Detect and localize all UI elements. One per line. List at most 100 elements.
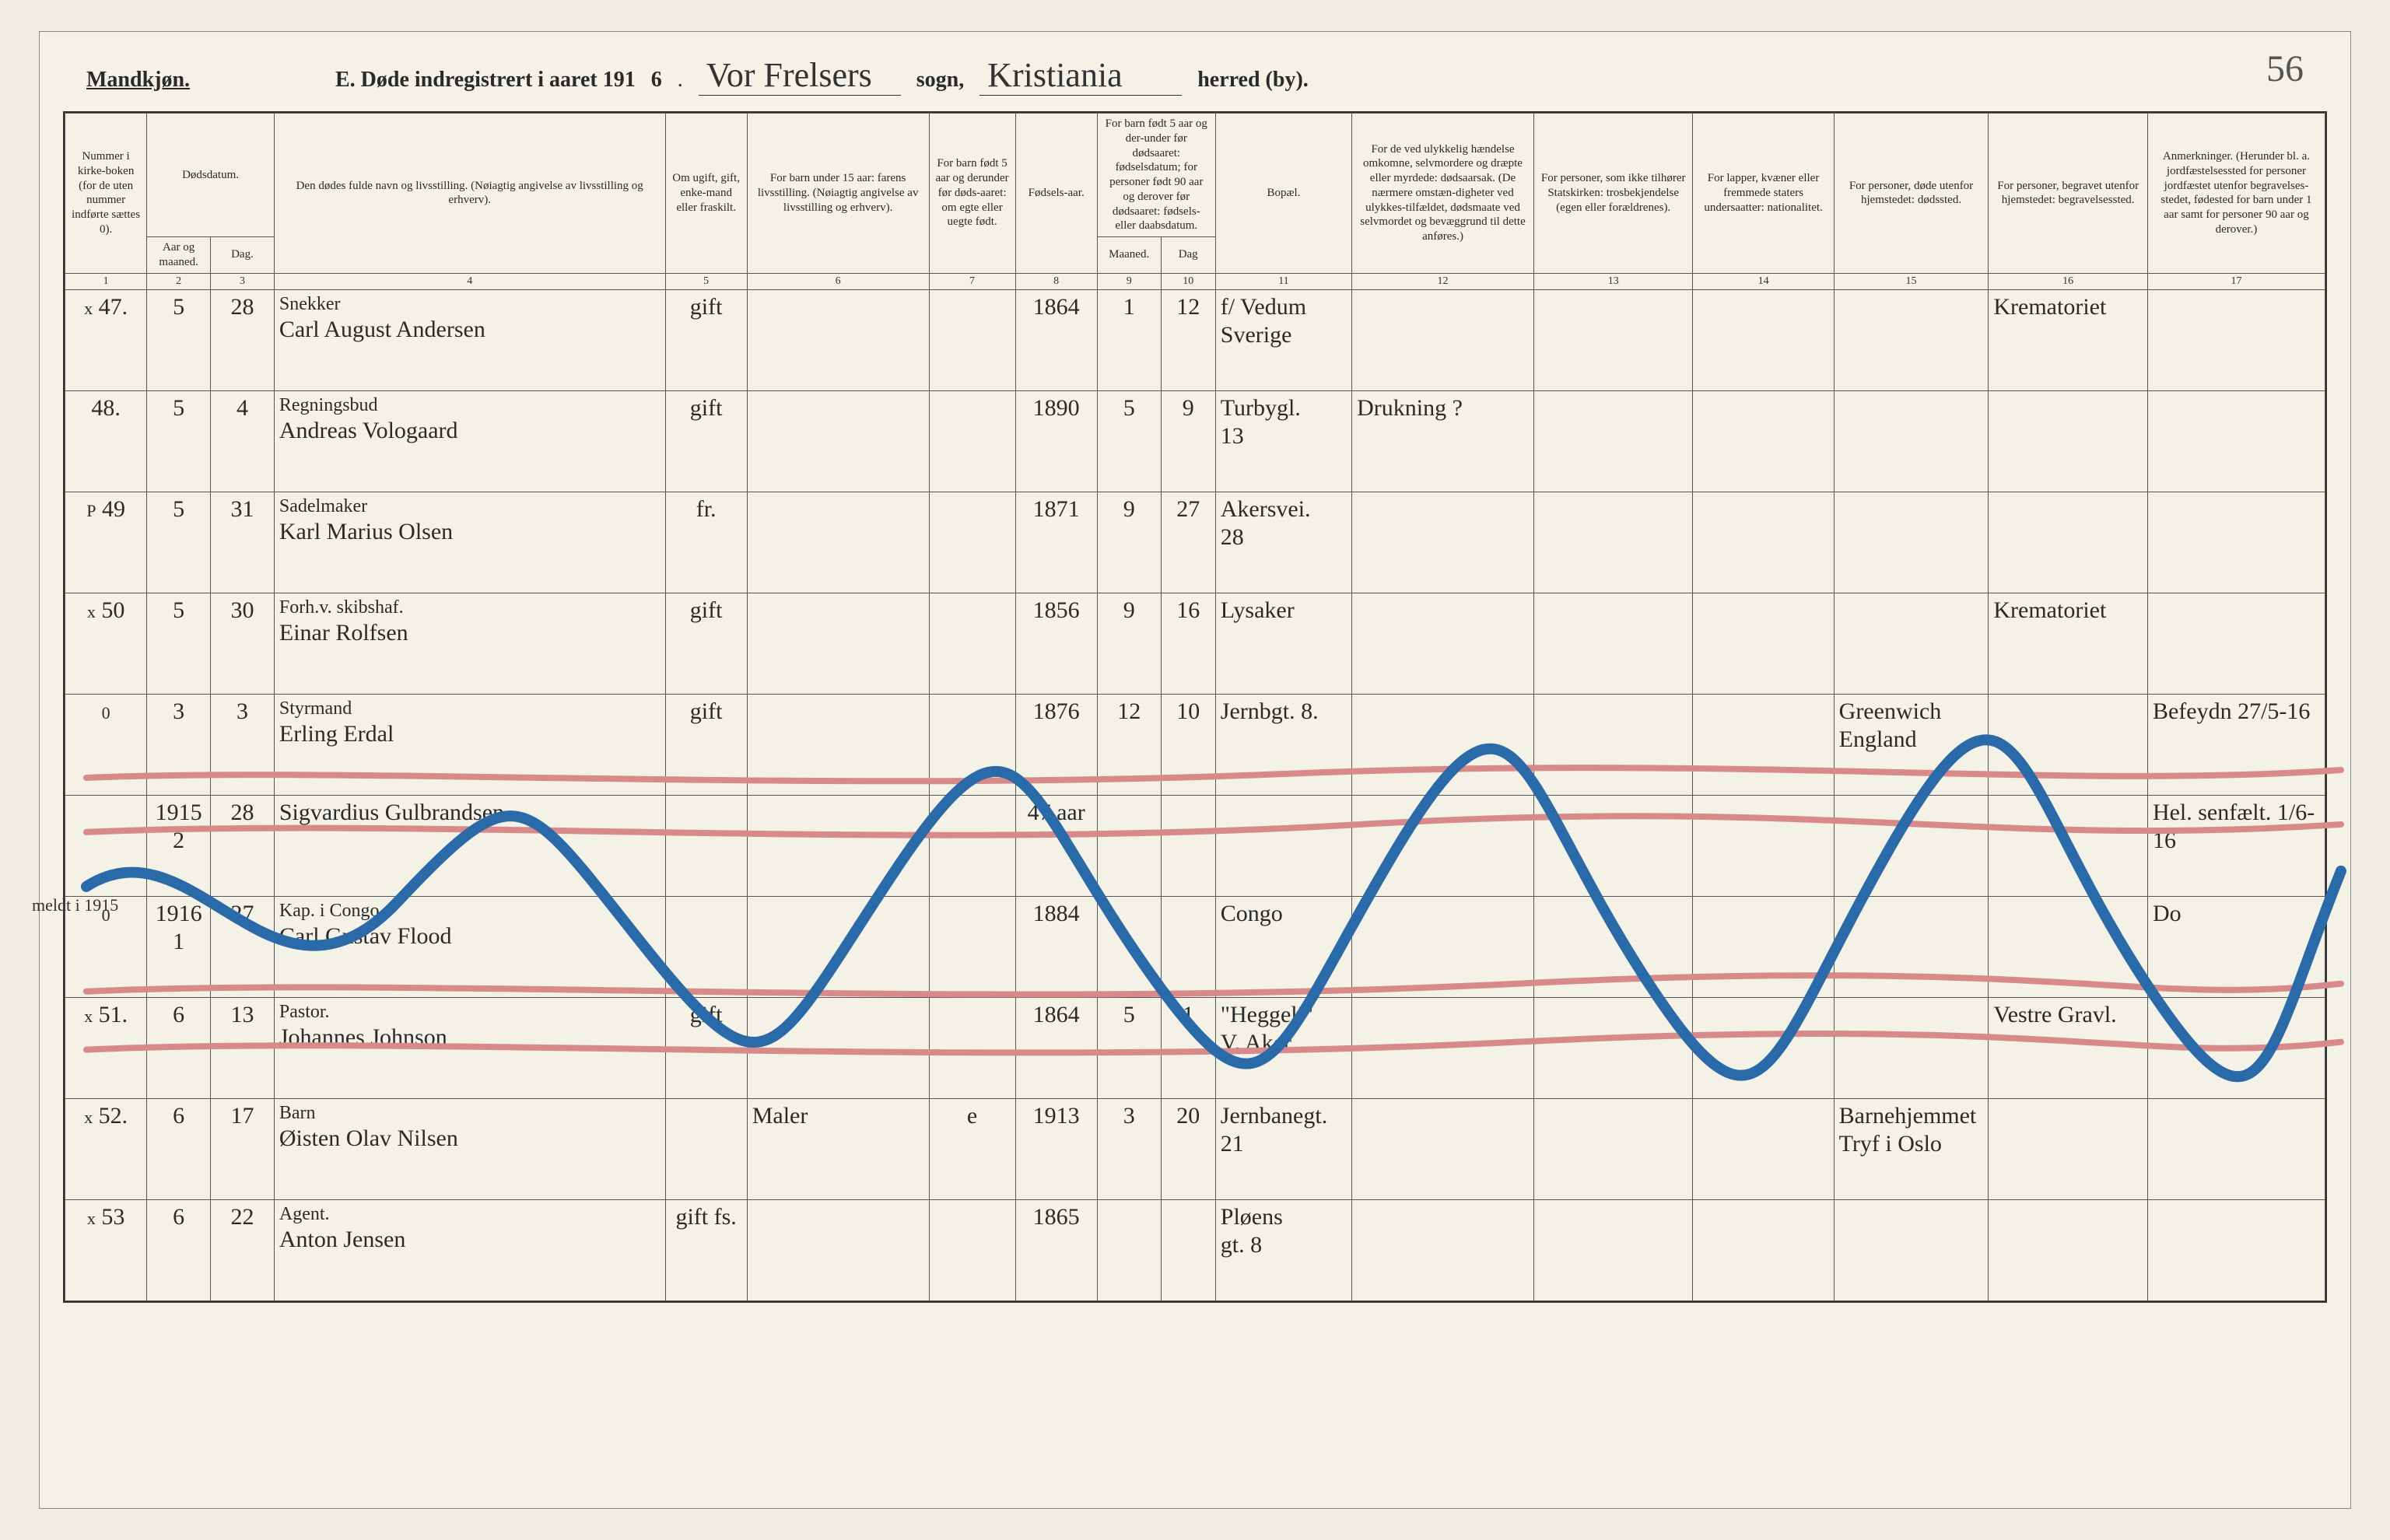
table-cell: 1 xyxy=(1097,290,1161,391)
table-cell: Greenwich England xyxy=(1834,695,1989,796)
table-cell: 1916 1 xyxy=(147,897,211,998)
table-cell: 1856 xyxy=(1015,593,1097,695)
table-cell xyxy=(1533,998,1693,1099)
table-cell xyxy=(1533,492,1693,593)
table-cell xyxy=(1533,1099,1693,1200)
table-cell: 1865 xyxy=(1015,1200,1097,1301)
district-word: herred (by). xyxy=(1197,68,1309,93)
table-cell: 4 xyxy=(211,391,275,492)
table-row: 1915 228Sigvardius Gulbrandsen47 aarHel.… xyxy=(65,796,2325,897)
table-cell: 9 xyxy=(1161,391,1215,492)
table-cell xyxy=(1097,1200,1161,1301)
table-cell xyxy=(1352,492,1534,593)
table-cell: 27 xyxy=(211,897,275,998)
table-cell xyxy=(1693,593,1834,695)
table-cell xyxy=(665,1099,747,1200)
col-header: For barn født 5 aar og derunder før døds… xyxy=(929,114,1015,274)
page-number: 56 xyxy=(2266,47,2304,90)
col-header: For personer, begravet utenfor hjemstede… xyxy=(1989,114,2148,274)
table-cell xyxy=(2147,998,2325,1099)
table-cell xyxy=(929,593,1015,695)
table-cell: 6 xyxy=(147,998,211,1099)
table-cell: 1876 xyxy=(1015,695,1097,796)
table-cell xyxy=(1352,998,1534,1099)
col-num: 17 xyxy=(2147,273,2325,290)
table-cell xyxy=(1097,897,1161,998)
table-cell xyxy=(2147,593,2325,695)
table-cell xyxy=(1352,593,1534,695)
table-cell: Lysaker xyxy=(1215,593,1351,695)
col-num: 11 xyxy=(1215,273,1351,290)
col-num: 8 xyxy=(1015,273,1097,290)
page-header: Mandkjøn. E. Døde indregistrert i aaret … xyxy=(40,32,2350,103)
table-cell xyxy=(2147,391,2325,492)
col-header: For de ved ulykkelig hændelse omkomne, s… xyxy=(1352,114,1534,274)
table-cell: 3 xyxy=(147,695,211,796)
table-cell xyxy=(1693,1099,1834,1200)
col-num: 15 xyxy=(1834,273,1989,290)
table-cell: 6 xyxy=(147,1099,211,1200)
table-cell: 12 xyxy=(1097,695,1161,796)
col-header: Dag xyxy=(1161,237,1215,274)
table-cell xyxy=(1693,998,1834,1099)
table-cell xyxy=(747,695,929,796)
table-cell xyxy=(665,796,747,897)
ledger-page: 56 Mandkjøn. E. Døde indregistrert i aar… xyxy=(39,31,2351,1509)
table-row: 48.54RegningsbudAndreas Vologaardgift189… xyxy=(65,391,2325,492)
table-cell xyxy=(747,593,929,695)
table-cell: Befeydn 27/5-16 xyxy=(2147,695,2325,796)
table-cell xyxy=(1834,1200,1989,1301)
col-num: 9 xyxy=(1097,273,1161,290)
table-cell xyxy=(1989,391,2148,492)
table-cell xyxy=(1215,796,1351,897)
table-cell: Do xyxy=(2147,897,2325,998)
table-cell xyxy=(1533,796,1693,897)
table-cell: 9 xyxy=(1097,593,1161,695)
table-cell: Pastor.Johannes Johnson xyxy=(274,998,665,1099)
table-cell xyxy=(2147,1099,2325,1200)
table-cell: 12 xyxy=(1161,290,1215,391)
col-num: 10 xyxy=(1161,273,1215,290)
table-cell: BarnØisten Olav Nilsen xyxy=(274,1099,665,1200)
table-cell xyxy=(1989,1099,2148,1200)
col-header: Maaned. xyxy=(1097,237,1161,274)
table-cell: gift fs. xyxy=(665,1200,747,1301)
table-cell: P 49 xyxy=(65,492,147,593)
column-number-row: 1 2 3 4 5 6 7 8 9 10 11 12 13 14 15 16 1 xyxy=(65,273,2325,290)
table-cell: Jernbgt. 8. xyxy=(1215,695,1351,796)
table-cell: gift xyxy=(665,290,747,391)
table-row: x 53622Agent.Anton Jensengift fs.1865Plø… xyxy=(65,1200,2325,1301)
table-row: 0 1916 127Kap. i CongoCarl Gustav Flood1… xyxy=(65,897,2325,998)
table-cell xyxy=(1834,998,1989,1099)
table-row: x 51.613Pastor.Johannes Johnsongift18645… xyxy=(65,998,2325,1099)
col-num: 5 xyxy=(665,273,747,290)
table-row: x 50530Forh.v. skibshaf.Einar Rolfsengif… xyxy=(65,593,2325,695)
table-cell xyxy=(1161,897,1215,998)
table-cell: Forh.v. skibshaf.Einar Rolfsen xyxy=(274,593,665,695)
table-cell: 13 xyxy=(211,998,275,1099)
table-cell: x 50 xyxy=(65,593,147,695)
table-cell: gift xyxy=(665,593,747,695)
table-cell: 28 xyxy=(211,290,275,391)
table-cell: Sigvardius Gulbrandsen xyxy=(274,796,665,897)
table-cell xyxy=(1989,492,2148,593)
table-cell: 1 xyxy=(1161,998,1215,1099)
table-cell xyxy=(747,897,929,998)
table-cell xyxy=(1989,897,2148,998)
table-cell xyxy=(1693,695,1834,796)
table-cell: 5 xyxy=(147,593,211,695)
table-cell: x 52. xyxy=(65,1099,147,1200)
table-cell: 5 xyxy=(1097,998,1161,1099)
table-cell: 1890 xyxy=(1015,391,1097,492)
col-num: 6 xyxy=(747,273,929,290)
table-row: P 49531SadelmakerKarl Marius Olsenfr.187… xyxy=(65,492,2325,593)
col-num: 1 xyxy=(65,273,147,290)
col-header: Bopæl. xyxy=(1215,114,1351,274)
gender-label: Mandkjøn. xyxy=(86,68,304,93)
col-header: Fødsels-aar. xyxy=(1015,114,1097,274)
district-name: Kristiania xyxy=(979,55,1182,96)
table-cell: 16 xyxy=(1161,593,1215,695)
col-num: 12 xyxy=(1352,273,1534,290)
table-cell: 5 xyxy=(1097,391,1161,492)
col-header: Anmerkninger. (Herunder bl. a. jordfæste… xyxy=(2147,114,2325,274)
